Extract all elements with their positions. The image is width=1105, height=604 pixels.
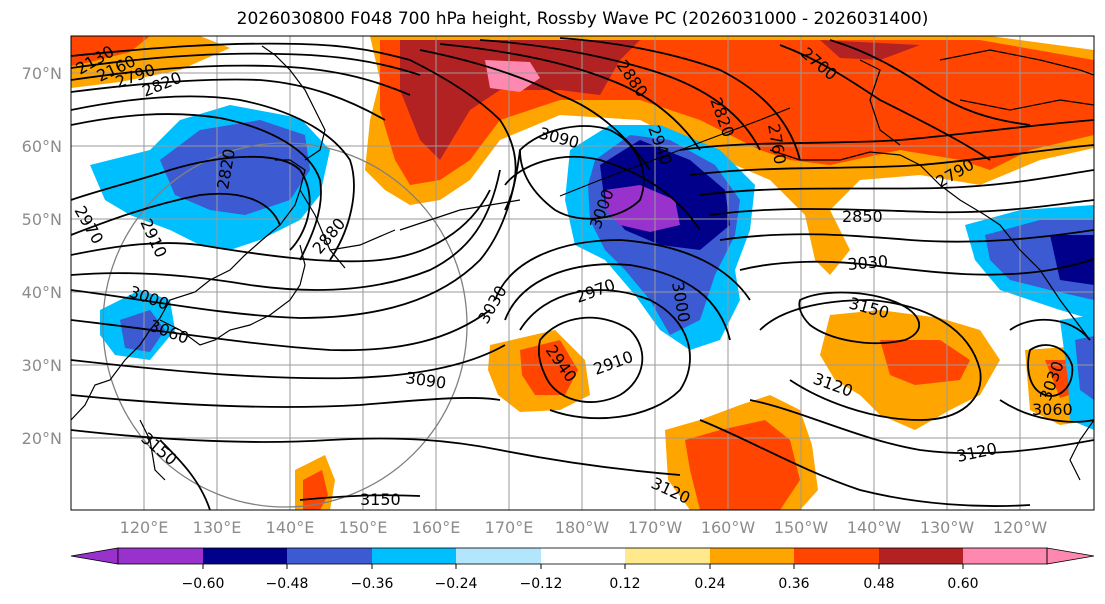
colorbar-segment [456,548,541,564]
colorbar-segment [625,548,710,564]
negative-anomaly-shading [90,105,1094,430]
lon-label: 140°E [266,518,315,537]
lon-label: 140°W [847,518,902,537]
colorbar-tick-label: −0.60 [182,576,225,592]
lon-label: 130°E [193,518,242,537]
colorbar-segment [372,548,456,564]
lon-label: 160°E [412,518,461,537]
colorbar-tick-label: −0.24 [435,576,478,592]
colorbar-tick-label: 0.60 [947,576,978,592]
contour-label: 3150 [360,490,401,509]
colorbar: −0.60 −0.48 −0.36 −0.24 −0.12 0.12 0.24 … [70,547,1095,592]
map-frame [70,35,1095,511]
colorbar-segment [963,548,1047,564]
lon-label: 160°W [701,518,756,537]
colorbar-segment [541,548,625,564]
colorbar-tick-label: −0.12 [520,576,563,592]
lat-label: 50°N [22,210,62,229]
lat-label: 70°N [22,64,62,83]
lon-label: 170°E [485,518,534,537]
colorbar-tick-label: 0.24 [694,576,725,592]
lon-label: 120°E [120,518,169,537]
colorbar-segment [287,548,372,564]
colorbar-outline [117,547,1048,565]
colorbar-segment [118,548,203,564]
colorbar-tick-label: −0.36 [351,576,394,592]
lon-label: 170°W [628,518,683,537]
colorbar-segment [879,548,963,564]
lat-label: 20°N [22,429,62,448]
longitude-labels: 120°E 130°E 140°E 150°E 160°E 170°E 180°… [120,518,1048,537]
colorbar-segment [710,548,794,564]
lat-label: 40°N [22,283,62,302]
map-title: 2026030800 F048 700 hPa height, Rossby W… [236,9,929,29]
height-contours [71,37,1094,510]
colorbar-max-extend [1046,547,1095,565]
colorbar-segment [794,548,879,564]
lon-label: 150°W [774,518,829,537]
colorbar-min-extend [70,547,119,565]
colorbar-tick-label: 0.36 [778,576,809,592]
lon-label: 130°W [920,518,975,537]
colorbar-tick-label: 0.48 [863,576,894,592]
contour-label: 2850 [842,207,883,226]
lon-label: 180°W [555,518,610,537]
contour-label: 3060 [1032,400,1073,419]
colorbar-tick-label: 0.12 [609,576,640,592]
coastlines [71,45,1094,481]
lat-label: 30°N [22,356,62,375]
colorbar-tick-label: −0.48 [266,576,309,592]
colorbar-segment [203,548,287,564]
lon-label: 150°E [339,518,388,537]
latitude-labels: 70°N 60°N 50°N 40°N 30°N 20°N [22,64,62,448]
lat-label: 60°N [22,137,62,156]
lon-label: 120°W [993,518,1048,537]
contour-label: 3030 [847,252,889,274]
